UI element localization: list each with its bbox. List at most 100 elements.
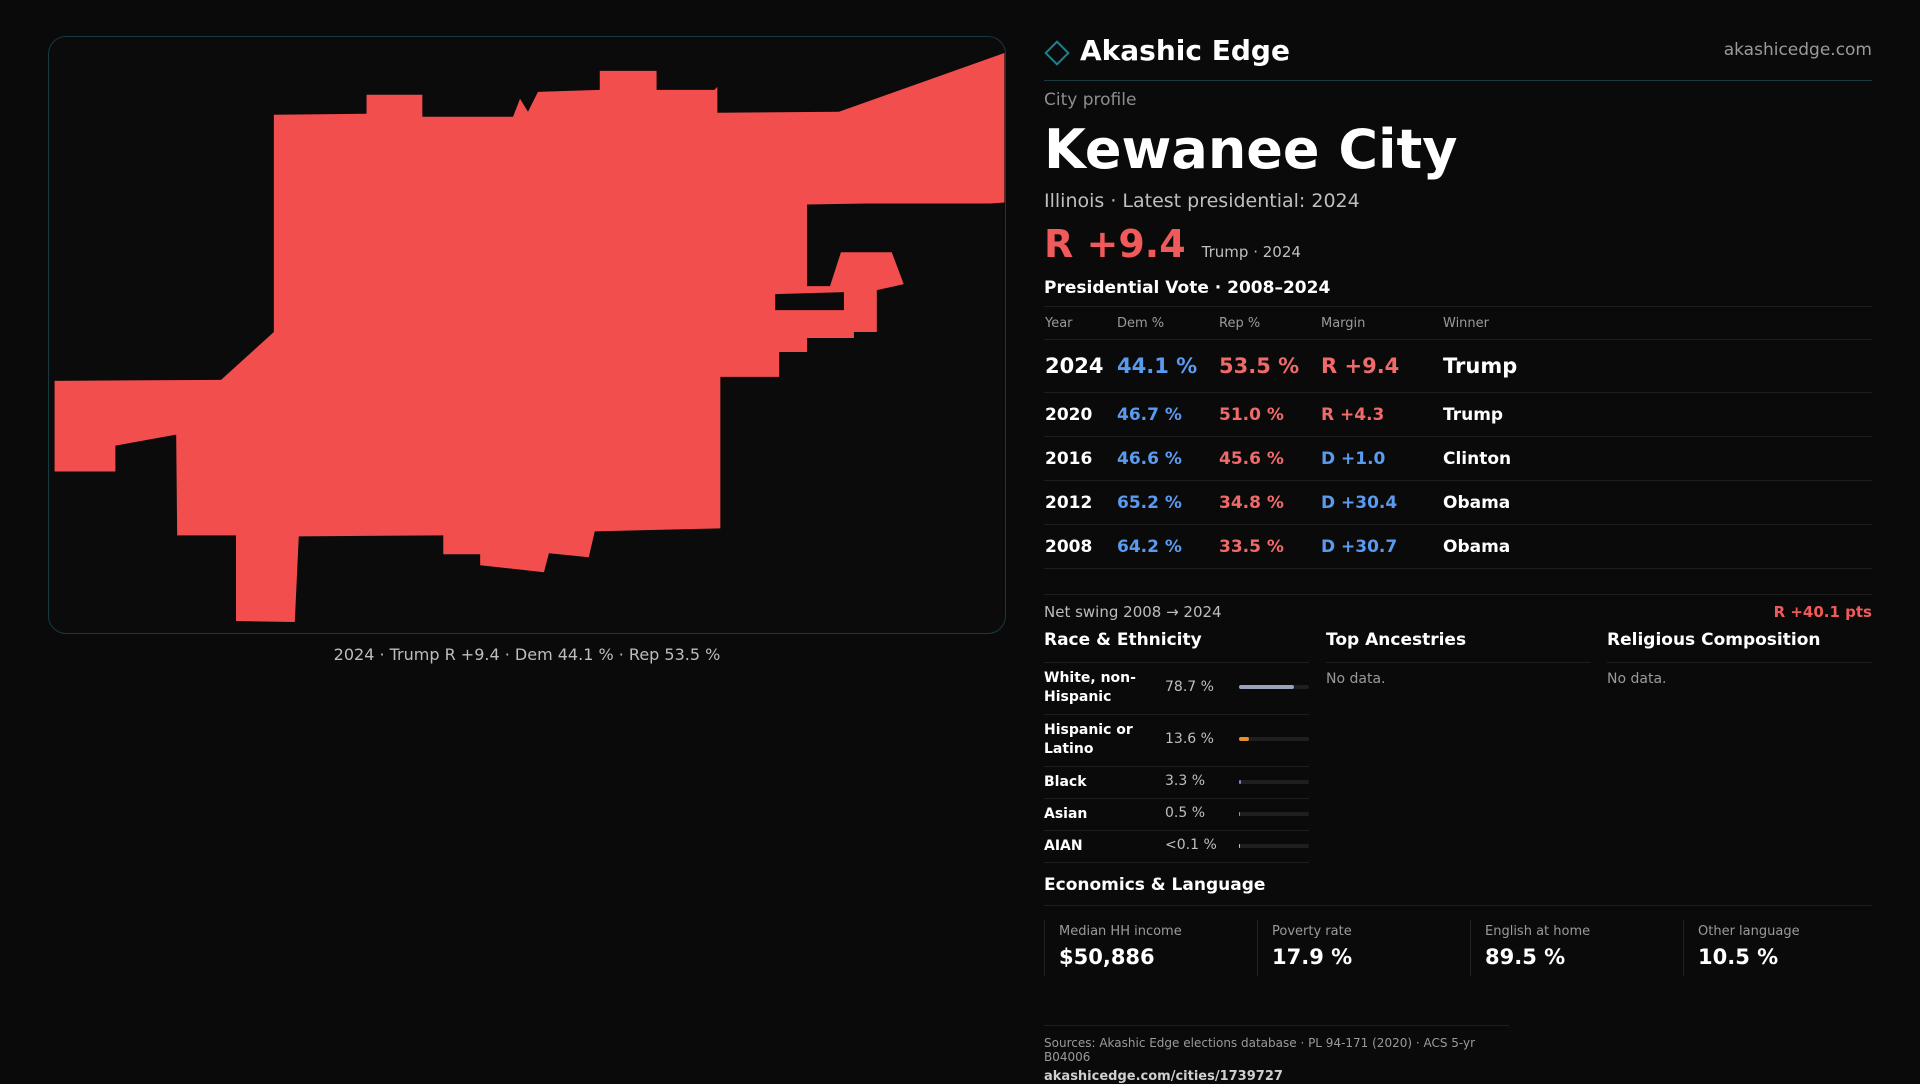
econ-stat: Other language 10.5 % (1683, 920, 1883, 976)
row-year: 2024 (1044, 339, 1116, 393)
religion-section: Religious Composition No data. (1607, 630, 1872, 687)
race-bar (1239, 780, 1309, 784)
sources-footer: Sources: Akashic Edge elections database… (1044, 1025, 1509, 1084)
row-rep: 51.0 % (1218, 392, 1320, 437)
ancestries-title: Top Ancestries (1326, 630, 1591, 663)
row-rep: 45.6 % (1218, 436, 1320, 481)
econ-stat: Median HH income $50,886 (1044, 920, 1244, 976)
race-bar (1239, 844, 1309, 848)
race-row: AIAN <0.1 % (1044, 831, 1309, 863)
header-winner: Winner (1442, 306, 1872, 340)
row-rep: 53.5 % (1218, 339, 1320, 393)
vote-table-title: Presidential Vote · 2008–2024 (1044, 278, 1331, 298)
race-bar-fill (1239, 780, 1242, 784)
net-swing-label: Net swing 2008 → 2024 (1044, 603, 1222, 621)
ancestries-empty: No data. (1326, 671, 1386, 687)
brand-header: Akashic Edge akashicedge.com (1044, 30, 1872, 81)
econ-label: Poverty rate (1272, 924, 1352, 939)
race-value: 78.7 % (1165, 679, 1214, 695)
religion-title: Religious Composition (1607, 630, 1872, 663)
econ-value: 89.5 % (1485, 945, 1566, 969)
race-value: 3.3 % (1165, 773, 1206, 789)
race-label: Asian (1044, 806, 1088, 822)
row-winner: Trump (1442, 392, 1872, 437)
row-winner: Clinton (1442, 436, 1872, 481)
row-year: 2016 (1044, 436, 1116, 481)
econ-label: Median HH income (1059, 924, 1182, 939)
race-row: Hispanic or Latino 13.6 % (1044, 715, 1309, 767)
row-dem: 46.6 % (1116, 436, 1218, 481)
margin-value: R +9.4 (1044, 222, 1186, 266)
race-ethnicity-section: Race & Ethnicity White, non-Hispanic 78.… (1044, 630, 1309, 863)
vote-table-header: Year Dem % Rep % Margin Winner (1044, 306, 1872, 340)
brand-url-link[interactable]: akashicedge.com (1723, 40, 1872, 60)
economics-title: Economics & Language (1044, 875, 1872, 906)
city-profile-panel: Akashic Edge akashicedge.com City profil… (1044, 30, 1872, 1084)
headline-margin: R +9.4 Trump · 2024 (1044, 222, 1301, 266)
table-row: 2016 46.6 % 45.6 % D +1.0 Clinton (1044, 436, 1872, 481)
table-row: 2024 44.1 % 53.5 % R +9.4 Trump (1044, 339, 1872, 393)
ancestries-section: Top Ancestries No data. (1326, 630, 1591, 687)
row-year: 2008 (1044, 524, 1116, 569)
row-winner: Trump (1442, 339, 1872, 393)
profile-subline: Illinois · Latest presidential: 2024 (1044, 190, 1360, 212)
table-row: 2012 65.2 % 34.8 % D +30.4 Obama (1044, 480, 1872, 525)
row-margin: R +4.3 (1320, 392, 1442, 437)
race-title: Race & Ethnicity (1044, 630, 1309, 663)
econ-label: Other language (1698, 924, 1800, 939)
row-winner: Obama (1442, 524, 1872, 569)
net-swing-value: R +40.1 pts (1773, 603, 1872, 621)
race-row: Asian 0.5 % (1044, 799, 1309, 831)
race-bar-fill (1239, 812, 1241, 816)
race-bar (1239, 737, 1309, 741)
city-boundary-shape (54, 52, 1005, 623)
race-value: 0.5 % (1165, 805, 1206, 821)
vote-table: Year Dem % Rep % Margin Winner 2024 44.1… (1044, 306, 1872, 569)
row-dem: 65.2 % (1116, 480, 1218, 525)
race-label: Black (1044, 774, 1087, 790)
race-bar (1239, 685, 1309, 689)
race-bar (1239, 812, 1309, 816)
source-url-link[interactable]: akashicedge.com/cities/1739727 (1044, 1069, 1283, 1084)
header-margin: Margin (1320, 306, 1442, 340)
race-row: Black 3.3 % (1044, 767, 1309, 799)
row-dem: 64.2 % (1116, 524, 1218, 569)
row-rep: 33.5 % (1218, 524, 1320, 569)
race-label: Hispanic or Latino (1044, 722, 1133, 757)
header-rep: Rep % (1218, 306, 1320, 340)
econ-value: 10.5 % (1698, 945, 1779, 969)
city-boundary-svg (54, 52, 1005, 623)
table-row: 2008 64.2 % 33.5 % D +30.7 Obama (1044, 524, 1872, 569)
race-bar-fill (1239, 844, 1241, 848)
row-margin: R +9.4 (1320, 339, 1442, 393)
page-title: Kewanee City (1044, 118, 1458, 181)
brand-name: Akashic Edge (1080, 34, 1290, 67)
row-margin: D +30.4 (1320, 480, 1442, 525)
econ-stat: Poverty rate 17.9 % (1257, 920, 1457, 976)
net-swing: Net swing 2008 → 2024 R +40.1 pts (1044, 594, 1872, 621)
race-row: White, non-Hispanic 78.7 % (1044, 663, 1309, 715)
sources-text: Sources: Akashic Edge elections database… (1044, 1036, 1476, 1064)
row-dem: 44.1 % (1116, 339, 1218, 393)
race-label: AIAN (1044, 838, 1083, 854)
econ-value: 17.9 % (1272, 945, 1353, 969)
row-year: 2012 (1044, 480, 1116, 525)
econ-value: $50,886 (1059, 945, 1155, 969)
row-margin: D +1.0 (1320, 436, 1442, 481)
race-label: White, non-Hispanic (1044, 670, 1136, 705)
margin-detail: Trump · 2024 (1201, 243, 1301, 261)
race-bar-fill (1239, 685, 1295, 689)
row-winner: Obama (1442, 480, 1872, 525)
econ-stat: English at home 89.5 % (1470, 920, 1670, 976)
city-boundary-map[interactable] (48, 36, 1006, 634)
row-margin: D +30.7 (1320, 524, 1442, 569)
race-value: 13.6 % (1165, 731, 1214, 747)
row-dem: 46.7 % (1116, 392, 1218, 437)
econ-label: English at home (1485, 924, 1591, 939)
map-caption: 2024 · Trump R +9.4 · Dem 44.1 % · Rep 5… (333, 645, 721, 664)
table-row: 2020 46.7 % 51.0 % R +4.3 Trump (1044, 392, 1872, 437)
header-dem: Dem % (1116, 306, 1218, 340)
race-value: <0.1 % (1165, 837, 1217, 853)
diamond-icon (1044, 40, 1070, 66)
row-year: 2020 (1044, 392, 1116, 437)
